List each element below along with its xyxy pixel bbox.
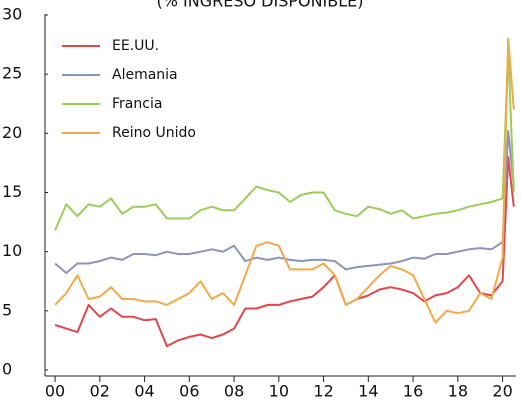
legend-label: Alemania [112, 67, 178, 83]
y-tick-label: 5 [2, 300, 12, 319]
x-tick-label: 20 [492, 382, 512, 401]
x-tick-label: 18 [448, 382, 468, 401]
series-line [54, 130, 515, 274]
y-tick-label: 10 [2, 241, 22, 260]
x-tick-label: 00 [45, 382, 65, 401]
legend-label: Reino Unido [112, 125, 196, 141]
y-tick-label: 25 [2, 64, 22, 83]
y-tick-label: 20 [2, 123, 22, 142]
x-tick-label: 04 [134, 382, 154, 401]
x-tick-label: 14 [358, 382, 378, 401]
x-tick-label: 02 [90, 382, 110, 401]
series-line [54, 156, 515, 348]
y-tick-label: 30 [2, 5, 22, 24]
y-tick-label: 0 [2, 360, 12, 379]
x-tick-label: 06 [179, 382, 199, 401]
chart-subtitle: (% INGRESO DISPONIBLE) [156, 0, 363, 11]
y-tick-label: 15 [2, 182, 22, 201]
x-tick-label: 12 [313, 382, 333, 401]
series-line [54, 49, 515, 231]
x-tick-label: 16 [403, 382, 423, 401]
legend-label: EE.UU. [112, 38, 159, 54]
series-line [54, 37, 515, 324]
x-tick-label: 08 [224, 382, 244, 401]
legend-label: Francia [112, 96, 162, 112]
x-tick-label: 10 [269, 382, 289, 401]
